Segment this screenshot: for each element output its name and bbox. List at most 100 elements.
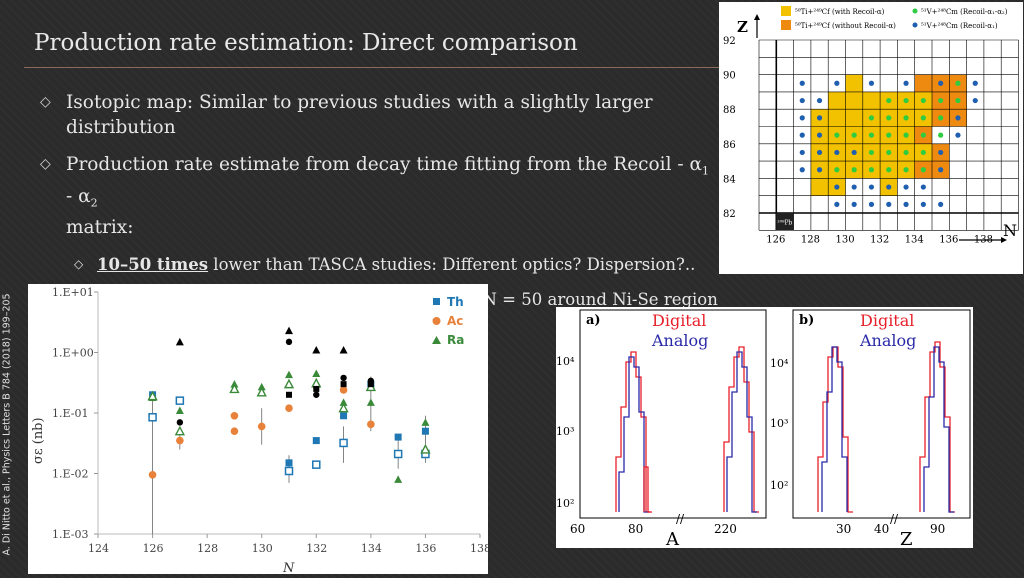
legend-green-dot [912,8,918,14]
isotope-map-panel: ⁵⁰Ti+²⁴⁹Cf (with Recoil-α) ⁵⁰Ti+²⁴⁹Cf (w… [719,2,1023,274]
bullet-isotopic-map: ◇ Isotopic map: Similar to previous stud… [40,92,653,138]
isotope-dot [834,132,840,138]
spectrum-a-analog-peak2 [726,351,757,513]
xs-x-tick-label: 128 [197,542,218,555]
th-point [312,437,320,445]
isotope-dot [903,115,909,121]
legend-th-label: Th [447,295,464,309]
z-tick-label: 84 [723,174,736,185]
xs-y-label: σε (nb) [31,417,46,464]
xs-y-tick-label: 1.E+00 [52,347,94,360]
z-tick-label: 88 [723,105,736,116]
isotope-dot [972,97,978,104]
z-tick-label: 86 [723,140,736,151]
spectrum-a-xlabel: A [665,529,680,548]
isotope-cell [862,91,881,110]
th-open-point [148,413,157,422]
isotope-dot [799,132,805,138]
z-arrowhead-icon [754,14,760,20]
spectrum-b-tag: b) [799,313,814,328]
isotope-dot [920,132,926,138]
isotope-dot [903,201,909,207]
isotope-cell [810,178,829,196]
isotope-dot [816,97,823,104]
isotope-dot [868,80,875,86]
legend-orange-square [781,20,791,30]
spectrum-a-legend-digital: Digital [652,311,706,330]
ra-open-point [338,402,349,413]
isotope-dot [955,132,961,138]
ra-point [366,398,375,406]
isotope-dot [816,132,823,138]
spectrum-panels: a) Digital Analog 10⁴ 10³ 10² 60 80 220 … [556,307,973,550]
spectrum-b-legend-analog: Analog [859,331,916,350]
spectrum-b-frame [792,309,971,519]
isotope-dot [886,132,892,138]
black-circle-point [285,338,293,346]
th-open-point [393,449,403,459]
isotope-dot [868,167,875,173]
isotope-dot [886,201,892,207]
xs-y-tick-label: 1.E-03 [52,528,88,541]
xs-y-tick-label: 1.E+01 [52,286,94,299]
spectrum-a-ytick-1e2: 10² [556,497,574,510]
spectrum-b-legend-digital: Digital [860,311,914,330]
spectrum-figure: a) Digital Analog 10⁴ 10³ 10² 60 80 220 … [556,309,971,550]
ra-point [339,398,348,406]
isotope-cell [845,74,863,92]
spectrum-a-ytick-1e4: 10⁴ [556,355,575,368]
legend-label-2: ⁵⁰Ti+²⁴⁹Cf (without Recoil-α) [795,22,896,30]
isotope-map-figure: ⁵⁰Ti+²⁴⁹Cf (with Recoil-α) ⁵⁰Ti+²⁴⁹Cf (w… [723,6,1019,245]
isotope-cell [845,91,863,110]
spectrum-a-xtick-60: 60 [570,522,585,536]
isotope-dot [920,97,926,104]
xs-y-tick-label: 1.E-02 [52,468,88,481]
spectrum-a-xtick-80: 80 [628,522,643,536]
black-square-point [286,391,292,398]
spectrum-a-xtick-220: 220 [714,522,737,536]
n-tick-label: 134 [905,234,924,245]
legend-ac-marker [432,317,441,325]
spectrum-a-ytick-1e3: 10³ [556,425,574,438]
isotope-cell [914,74,932,92]
isotope-dot [938,97,944,104]
isotope-dot [868,184,875,190]
th-point [394,433,402,441]
th-open-point [312,460,321,469]
isotope-dot [903,167,909,173]
th-open-point [284,466,294,476]
black-circle-point [340,374,347,382]
black-circle-point [313,391,320,398]
n-tick-label: 132 [870,234,889,245]
isotope-dot [938,132,944,138]
ra-open-point [420,443,431,454]
ac-point [257,422,266,431]
isotope-dot [886,97,892,104]
spectrum-a-frame [579,309,767,519]
n-tick-label: 130 [836,234,855,245]
isotope-dot [834,149,840,156]
xs-x-tick-label: 134 [361,542,382,555]
ra-point [285,370,293,379]
isotope-dot [851,132,857,138]
isotope-dot [799,97,805,104]
cross-section-chart-panel: 1.E+01 1.E+00 1.E-01 1.E-02 1.E-03 124 126 128 1… [28,284,491,576]
isotope-dot [903,149,909,156]
spectrum-a-digital-peak2 [723,346,759,513]
ac-point [285,404,293,413]
xs-x-tick-label: 138 [470,542,488,555]
spectrum-b-xtick-90: 90 [930,522,945,536]
isotope-dot [851,167,857,173]
isotope-dot [868,132,875,138]
ac-point [230,427,239,436]
isotope-dot [903,97,909,104]
z-axis-label: Z [737,18,748,36]
isotope-dot [799,167,805,173]
xs-x-tick-label: 126 [143,542,164,555]
isotope-dot [851,184,857,190]
spectrum-a-digital-peak1 [615,351,651,513]
isotope-dot [816,167,823,173]
black-triangle-point [175,337,184,346]
spectrum-b-xtick-30: 30 [836,522,851,536]
black-square-point [313,385,320,392]
